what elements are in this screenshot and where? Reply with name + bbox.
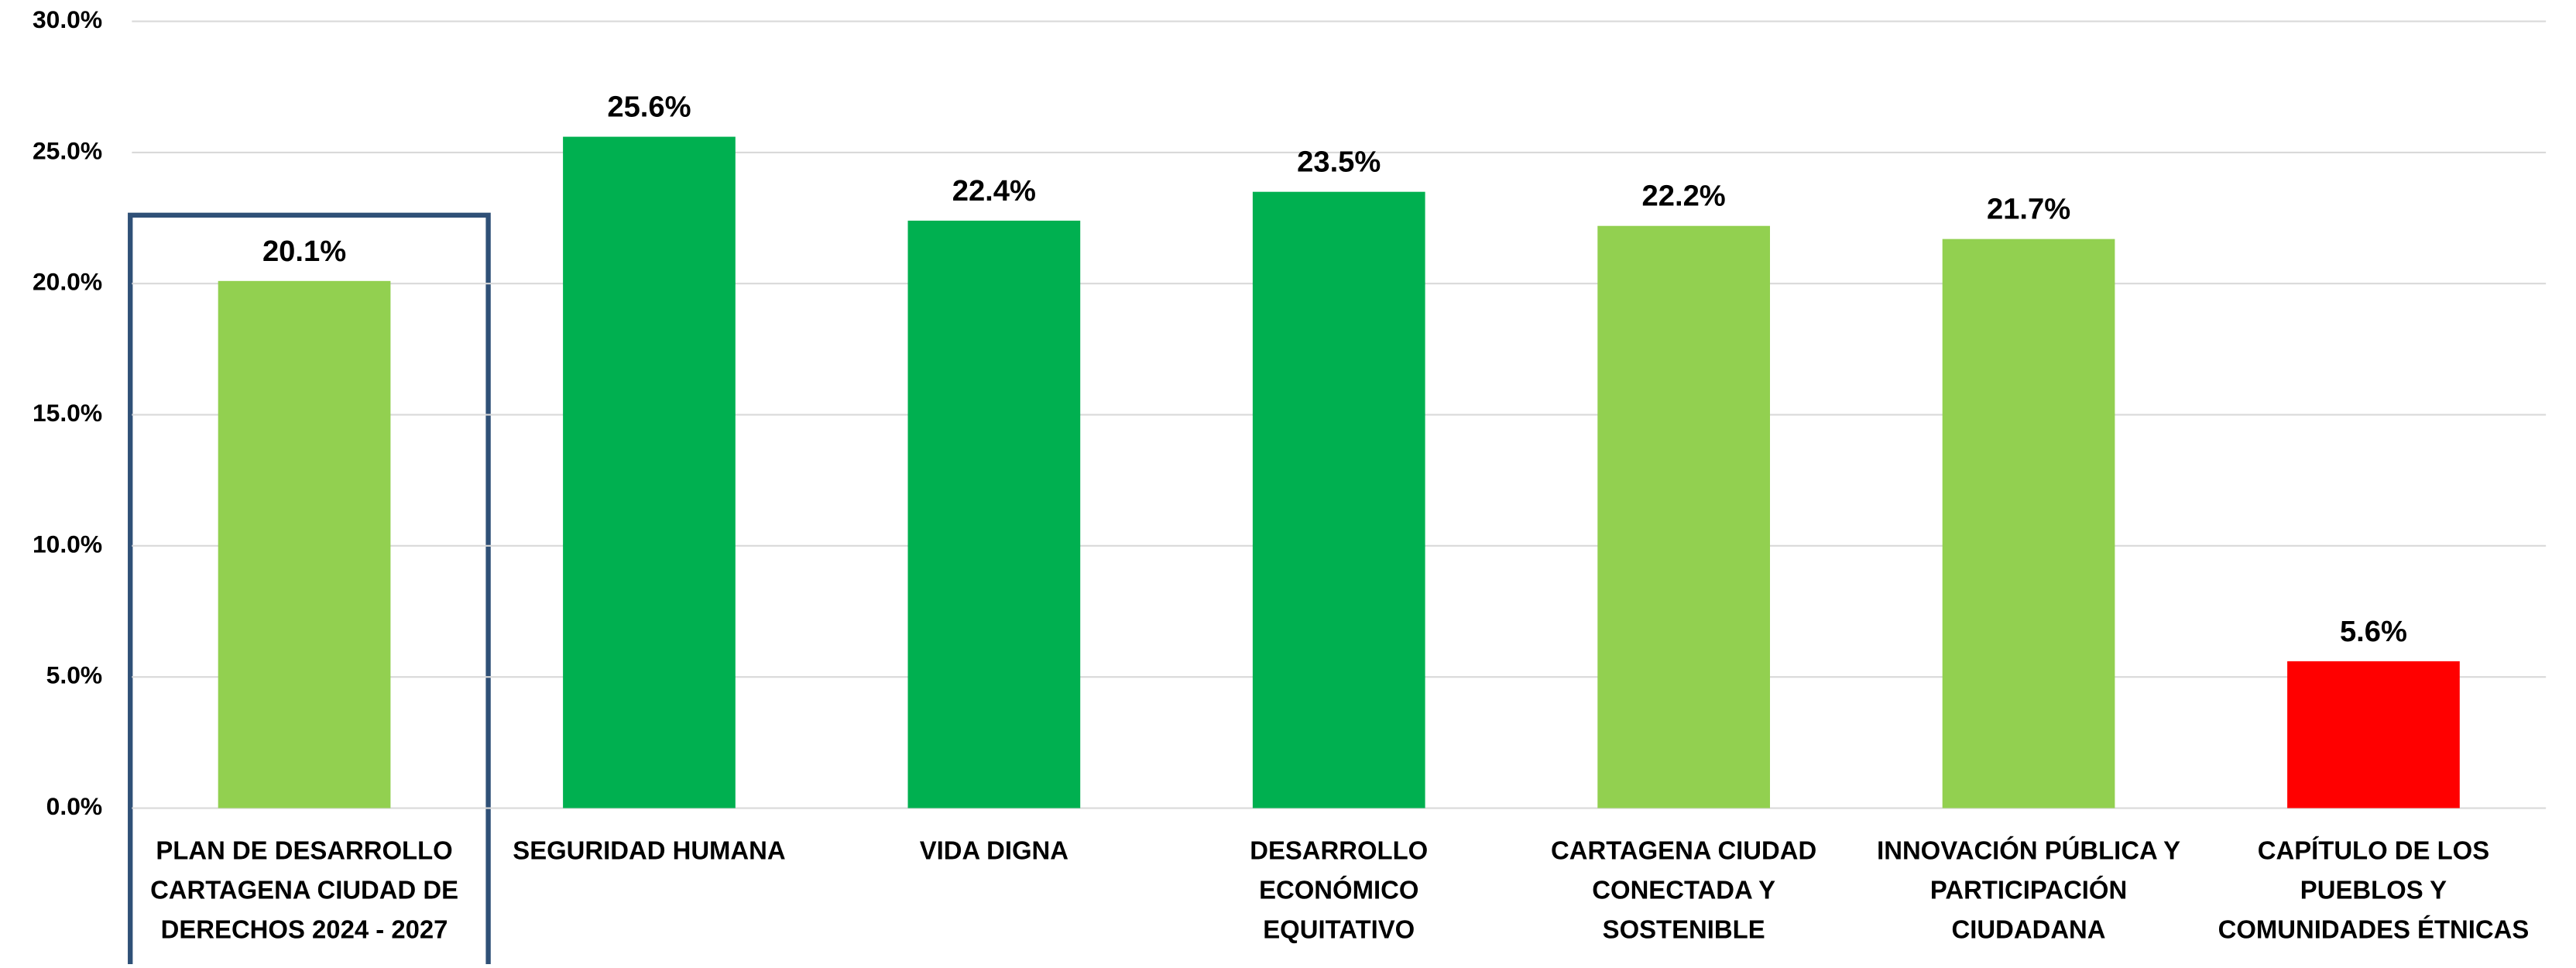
- data-label: 22.4%: [952, 174, 1036, 208]
- y-tick-label: 10.0%: [33, 530, 102, 558]
- data-label: 21.7%: [1987, 193, 2070, 226]
- x-tick-label: CONECTADA Y: [1592, 875, 1775, 904]
- y-tick-label: 25.0%: [33, 136, 102, 164]
- data-label: 22.2%: [1642, 180, 1726, 213]
- y-tick-label: 20.0%: [33, 268, 102, 296]
- data-label: 23.5%: [1297, 146, 1381, 179]
- x-tick-label: VIDA DIGNA: [920, 836, 1068, 864]
- x-tick-label: DERECHOS 2024 - 2027: [161, 915, 448, 943]
- bar: [1942, 239, 2115, 808]
- bar: [907, 220, 1081, 808]
- y-tick-label: 5.0%: [46, 661, 102, 689]
- x-tick-label: COMUNIDADES ÉTNICAS: [2218, 915, 2530, 943]
- x-tick-label: EQUITATIVO: [1263, 915, 1415, 943]
- x-tick-label: SOSTENIBLE: [1603, 915, 1765, 943]
- highlight-box: [128, 212, 491, 968]
- x-tick-label: CAPÍTULO DE LOS: [2258, 836, 2489, 864]
- x-tick-label: PUEBLOS Y: [2300, 875, 2447, 904]
- x-tick-label: DESARROLLO: [1250, 836, 1428, 864]
- data-label: 25.6%: [607, 91, 691, 124]
- x-tick-label: PARTICIPACIÓN: [1930, 875, 2127, 904]
- bar: [1597, 225, 1770, 808]
- bar: [218, 280, 391, 808]
- x-tick-label: INNOVACIÓN PÚBLICA Y: [1877, 836, 2180, 864]
- y-tick-label: 0.0%: [46, 792, 102, 820]
- x-tick-label: CARTAGENA CIUDAD DE: [150, 875, 458, 904]
- bar: [1252, 191, 1425, 808]
- data-label: 5.6%: [2340, 615, 2407, 648]
- bar: [2287, 661, 2460, 808]
- bar: [563, 136, 736, 808]
- y-tick-label: 15.0%: [33, 399, 102, 427]
- x-tick-label: SEGURIDAD HUMANA: [513, 836, 785, 864]
- x-tick-label: CARTAGENA CIUDAD: [1551, 836, 1816, 864]
- data-label: 20.1%: [262, 235, 346, 268]
- x-tick-label: PLAN DE DESARROLLO: [156, 836, 452, 864]
- x-tick-label: CIUDADANA: [1952, 915, 2106, 943]
- y-tick-label: 30.0%: [33, 5, 102, 33]
- x-tick-label: ECONÓMICO: [1259, 875, 1418, 904]
